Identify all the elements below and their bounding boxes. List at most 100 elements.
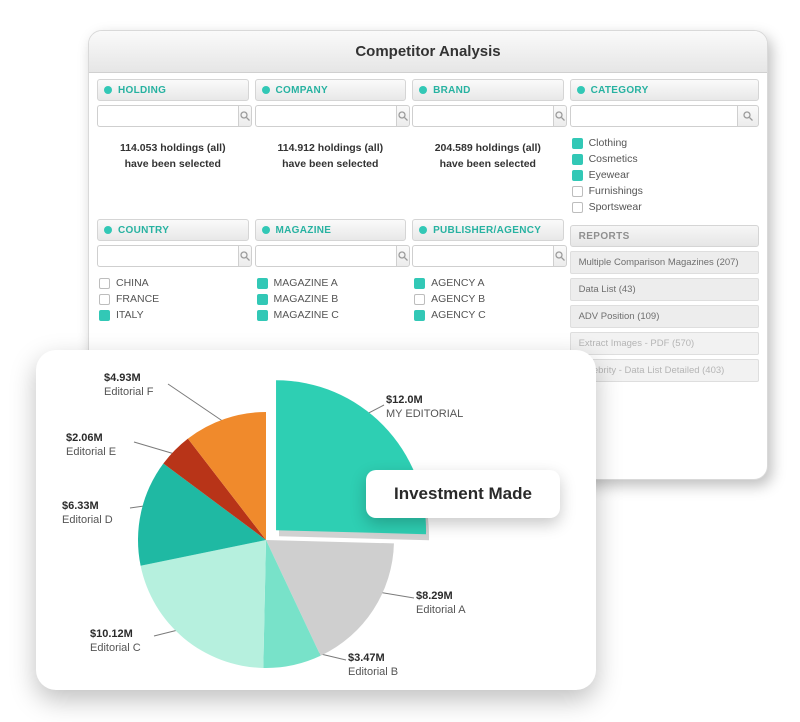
magazine-option[interactable]: MAGAZINE B	[257, 291, 405, 307]
category-option[interactable]: Clothing	[572, 135, 757, 151]
category-option-label: Sportswear	[589, 201, 642, 213]
report-item[interactable]: Multiple Comparison Magazines (207)	[570, 251, 759, 274]
magazine-option-label: MAGAZINE B	[274, 293, 339, 305]
brand-filter-header: BRAND	[412, 79, 564, 101]
category-option[interactable]: Furnishings	[572, 183, 757, 199]
brand-search-input[interactable]	[412, 105, 553, 127]
holding-filter-header: HOLDING	[97, 79, 249, 101]
bullet-icon	[419, 226, 427, 234]
category-option-label: Eyewear	[589, 169, 630, 181]
magazine-option-label: MAGAZINE A	[274, 277, 338, 289]
publisher-option[interactable]: AGENCY A	[414, 275, 562, 291]
holding-filter-label: HOLDING	[118, 85, 166, 96]
country-filter-header: COUNTRY	[97, 219, 249, 241]
company-status: 114.912 holdings (all)have been selected	[255, 141, 407, 173]
report-item[interactable]: ADV Position (109)	[570, 305, 759, 328]
panel-title: Competitor Analysis	[89, 31, 767, 73]
category-option-label: Cosmetics	[589, 153, 638, 165]
company-filter: COMPANY 114.912 holdings (all)have been s…	[255, 79, 407, 215]
chart-badge: Investment Made	[366, 470, 560, 518]
checkbox-icon	[99, 294, 110, 305]
magazine-filter-label: MAGAZINE	[276, 225, 332, 236]
brand-filter-label: BRAND	[433, 85, 471, 96]
bullet-icon	[419, 86, 427, 94]
category-filter: CATEGORY Clothing Cosmetics Eyewear Furnishi…	[570, 79, 759, 215]
report-item[interactable]: Data List (43)	[570, 278, 759, 301]
search-icon[interactable]	[396, 245, 410, 267]
publisher-option[interactable]: AGENCY B	[414, 291, 562, 307]
country-options: CHINA FRANCE ITALY	[97, 273, 249, 323]
holding-filter: HOLDING 114.053 holdings (all)have been s…	[97, 79, 249, 215]
category-filter-label: CATEGORY	[591, 85, 649, 96]
investment-chart-card: $12.0MMY EDITORIAL $8.29MEditorial A $3.47…	[36, 350, 596, 690]
search-icon[interactable]	[553, 245, 567, 267]
bullet-icon	[262, 86, 270, 94]
holding-status: 114.053 holdings (all)have been selected	[97, 141, 249, 173]
country-option[interactable]: CHINA	[99, 275, 247, 291]
reports-header: REPORTS	[570, 225, 759, 247]
bullet-icon	[104, 226, 112, 234]
category-option-label: Furnishings	[589, 185, 643, 197]
checkbox-icon	[99, 278, 110, 289]
category-option[interactable]: Sportswear	[572, 199, 757, 215]
category-option[interactable]: Eyewear	[572, 167, 757, 183]
checkbox-icon	[572, 202, 583, 213]
category-option[interactable]: Cosmetics	[572, 151, 757, 167]
search-icon[interactable]	[238, 245, 252, 267]
country-search-input[interactable]	[97, 245, 238, 267]
search-icon[interactable]	[396, 105, 410, 127]
bullet-icon	[577, 86, 585, 94]
search-icon[interactable]	[737, 105, 759, 127]
search-icon[interactable]	[238, 105, 252, 127]
checkbox-icon	[257, 310, 268, 321]
holding-search-input[interactable]	[97, 105, 238, 127]
country-filter-label: COUNTRY	[118, 225, 169, 236]
slice-label: $10.12MEditorial C	[90, 628, 141, 656]
slice-label: $6.33MEditorial D	[62, 500, 113, 528]
checkbox-icon	[414, 294, 425, 305]
magazine-search-input[interactable]	[255, 245, 396, 267]
slice-label: $8.29MEditorial A	[416, 590, 466, 618]
checkbox-icon	[257, 294, 268, 305]
slice-label: $3.47MEditorial B	[348, 652, 398, 680]
report-item[interactable]: Celebrity - Data List Detailed (403)	[570, 359, 759, 382]
search-icon[interactable]	[553, 105, 567, 127]
company-search-input[interactable]	[255, 105, 396, 127]
bullet-icon	[262, 226, 270, 234]
leader-line	[134, 442, 178, 455]
category-search-input[interactable]	[570, 105, 737, 127]
brand-filter: BRAND204.589 holdings (all)have been sel…	[412, 79, 564, 215]
checkbox-icon	[572, 186, 583, 197]
category-options: Clothing Cosmetics Eyewear Furnishings Sport…	[570, 133, 759, 215]
checkbox-icon	[99, 310, 110, 321]
publisher-options: AGENCY A AGENCY B AGENCY C	[412, 273, 564, 323]
slice-label: $4.93MEditorial F	[104, 372, 154, 400]
country-option[interactable]: ITALY	[99, 307, 247, 323]
magazine-option[interactable]: MAGAZINE A	[257, 275, 405, 291]
checkbox-icon	[572, 154, 583, 165]
publisher-option[interactable]: AGENCY C	[414, 307, 562, 323]
checkbox-icon	[572, 170, 583, 181]
category-option-label: Clothing	[589, 137, 628, 149]
publisher-option-label: AGENCY B	[431, 293, 485, 305]
checkbox-icon	[414, 278, 425, 289]
checkbox-icon	[572, 138, 583, 149]
slice-label: $2.06MEditorial E	[66, 432, 116, 460]
slice-label: $12.0MMY EDITORIAL	[386, 394, 463, 422]
reports-panel: REPORTS Multiple Comparison Magazines (20…	[570, 219, 759, 382]
company-filter-label: COMPANY	[276, 85, 328, 96]
magazine-option[interactable]: MAGAZINE C	[257, 307, 405, 323]
checkbox-icon	[414, 310, 425, 321]
country-option-label: FRANCE	[116, 293, 159, 305]
publisher-search-input[interactable]	[412, 245, 553, 267]
checkbox-icon	[257, 278, 268, 289]
company-filter-header: COMPANY	[255, 79, 407, 101]
publisher-option-label: AGENCY C	[431, 309, 486, 321]
country-option-label: ITALY	[116, 309, 144, 321]
report-item[interactable]: Extract Images - PDF (570)	[570, 332, 759, 355]
bullet-icon	[104, 86, 112, 94]
magazine-options: MAGAZINE A MAGAZINE B MAGAZINE C	[255, 273, 407, 323]
publisher-option-label: AGENCY A	[431, 277, 485, 289]
country-option[interactable]: FRANCE	[99, 291, 247, 307]
country-option-label: CHINA	[116, 277, 149, 289]
